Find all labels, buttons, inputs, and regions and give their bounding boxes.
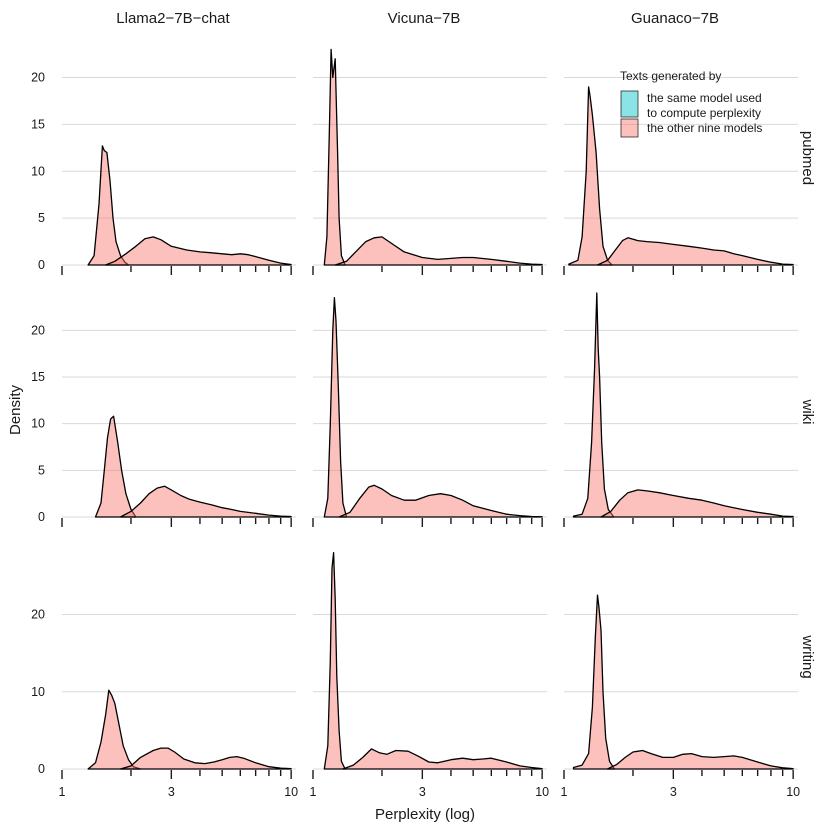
density-other-models <box>104 236 292 266</box>
density-other-models <box>606 749 794 770</box>
density-other-models <box>568 86 613 266</box>
density-other-models <box>323 552 346 770</box>
x-tick-label: 10 <box>786 785 800 799</box>
density-other-models <box>334 236 543 266</box>
legend-title: Texts generated by <box>620 69 721 83</box>
x-tick-label: 3 <box>168 785 175 799</box>
legend-swatch-other-models <box>620 118 639 138</box>
density-other-models <box>87 145 130 266</box>
density-other-models <box>342 748 543 770</box>
panel-writing-2: 1 3 10 <box>310 552 549 799</box>
x-tick-label: 1 <box>561 785 568 799</box>
density-other-models <box>572 594 616 770</box>
density-other-models <box>119 747 292 770</box>
x-tick-label: 3 <box>419 785 426 799</box>
y-tick-label: 15 <box>31 117 45 131</box>
x-tick-label: 1 <box>59 785 66 799</box>
panel-grid: 0 5 10 15 20 0 5 10 15 20 0 10 20 1 3 10 1 3 10 1 3 10 <box>31 48 800 799</box>
column-label-vicuna: Vicuna−7B <box>388 10 461 27</box>
x-tick-label: 10 <box>284 785 298 799</box>
panel-pubmed-3 <box>563 77 798 275</box>
row-label-pubmed: pubmed <box>799 131 816 185</box>
y-tick-label: 5 <box>38 463 45 477</box>
density-other-models <box>596 237 794 266</box>
panel-pubmed-1: 0 5 10 15 20 <box>31 71 296 275</box>
y-tick-label: 20 <box>31 71 45 85</box>
legend-label-same-model-line2: to compute perplexity <box>647 106 761 120</box>
row-label-writing: writing <box>799 634 816 678</box>
y-tick-label: 10 <box>31 164 45 178</box>
y-tick-label: 0 <box>38 762 45 776</box>
panel-wiki-1: 0 5 10 15 20 <box>31 323 296 527</box>
x-tick-label: 10 <box>535 785 549 799</box>
y-tick-label: 0 <box>38 258 45 272</box>
x-tick-label: 1 <box>310 785 317 799</box>
density-other-models <box>87 689 142 770</box>
y-tick-label: 10 <box>31 685 45 699</box>
density-other-models <box>323 297 348 518</box>
y-tick-label: 15 <box>31 370 45 384</box>
density-other-models <box>94 415 137 518</box>
panel-writing-1: 0 10 20 1 3 10 <box>31 608 298 799</box>
x-tick-label: 3 <box>670 785 677 799</box>
column-label-guanaco: Guanaco−7B <box>631 10 719 27</box>
legend-label-same-model-line1: the same model used <box>647 91 762 105</box>
density-other-models <box>572 292 615 518</box>
legend-swatch-same-model <box>620 90 639 118</box>
panel-pubmed-2 <box>312 48 547 275</box>
panel-wiki-3 <box>563 292 798 527</box>
y-tick-label: 20 <box>31 608 45 622</box>
panel-writing-3: 1 3 10 <box>561 594 800 799</box>
y-tick-label: 10 <box>31 417 45 431</box>
legend: Texts generated by the same model used t… <box>620 69 762 138</box>
x-axis-label: Perplexity (log) <box>375 806 475 823</box>
y-axis-label: Density <box>7 384 24 435</box>
density-other-models <box>600 489 794 518</box>
legend-label-other-models: the other nine models <box>647 121 762 135</box>
y-tick-label: 20 <box>31 323 45 337</box>
column-label-llama2: Llama2−7B−chat <box>116 10 230 27</box>
row-label-wiki: wiki <box>799 399 816 425</box>
y-tick-label: 0 <box>38 510 45 524</box>
density-other-models <box>323 48 346 266</box>
density-other-models <box>338 484 543 518</box>
panel-wiki-2 <box>312 297 547 527</box>
y-tick-label: 5 <box>38 211 45 225</box>
density-other-models <box>119 485 292 518</box>
